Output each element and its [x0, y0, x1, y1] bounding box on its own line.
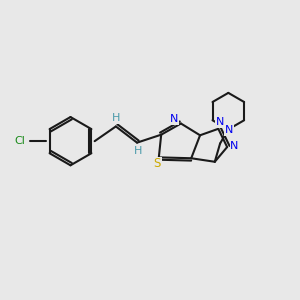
Text: N: N: [230, 141, 239, 151]
Text: S: S: [154, 157, 161, 170]
Text: N: N: [170, 114, 178, 124]
Text: H: H: [134, 146, 142, 156]
Text: H: H: [112, 113, 121, 123]
Text: N: N: [216, 117, 224, 127]
Text: Cl: Cl: [14, 136, 25, 146]
Text: N: N: [225, 125, 233, 135]
